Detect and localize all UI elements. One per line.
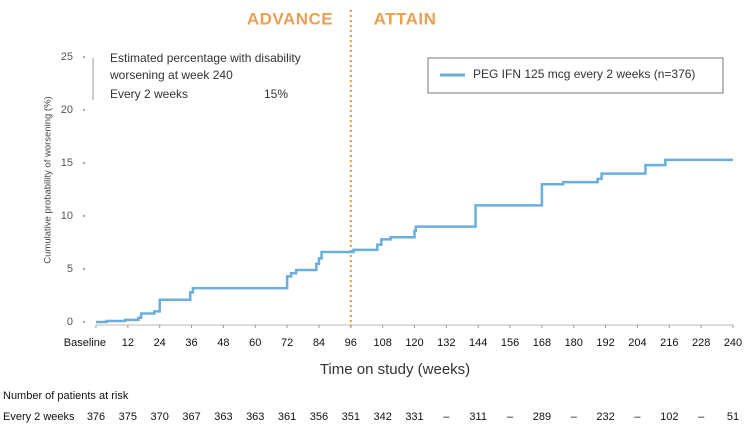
x-tick-label: 192	[596, 337, 614, 349]
risk-value: 363	[246, 411, 264, 423]
y-tick-label: 15	[61, 157, 73, 169]
x-tick-label: 228	[692, 337, 710, 349]
x-axis-label: Time on study (weeks)	[320, 361, 470, 378]
risk-value: 351	[342, 411, 360, 423]
risk-value: 363	[214, 411, 232, 423]
risk-value: 356	[310, 411, 328, 423]
x-tick-label: 216	[660, 337, 678, 349]
y-tick-label: 5	[67, 263, 73, 275]
x-tick-label: 72	[281, 337, 293, 349]
risk-value: –	[443, 411, 450, 423]
x-tick-label: 12	[122, 337, 134, 349]
risk-value: 102	[660, 411, 678, 423]
x-tick-label: 60	[249, 337, 261, 349]
x-tick-label: 144	[469, 337, 487, 349]
risk-value: 232	[596, 411, 614, 423]
risk-value: 311	[469, 411, 487, 423]
y-tick-mark	[82, 108, 86, 112]
legend-label: PEG IFN 125 mcg every 2 weeks (n=376)	[473, 67, 695, 81]
y-tick-label: 10	[61, 210, 73, 222]
y-tick-label: 20	[61, 104, 73, 116]
y-tick-label: 25	[61, 51, 73, 63]
y-tick-mark	[82, 55, 86, 59]
risk-table-title: Number of patients at risk	[3, 390, 129, 402]
phase-label: ATTAIN	[374, 9, 437, 28]
x-tick-label: 120	[405, 337, 423, 349]
x-tick-label: 132	[437, 337, 455, 349]
annotation-text: Estimated percentage with disability	[110, 51, 301, 65]
risk-value: 331	[405, 411, 423, 423]
x-tick-label: 204	[628, 337, 646, 349]
risk-row-label: Every 2 weeks	[3, 411, 75, 423]
x-tick-label: 24	[154, 337, 166, 349]
annotation-text: worsening at week 240	[109, 68, 233, 82]
risk-value: –	[507, 411, 514, 423]
x-tick-label: 96	[345, 337, 357, 349]
x-tick-label: 84	[313, 337, 325, 349]
x-tick-label: Baseline	[64, 337, 106, 349]
risk-value: 51	[727, 411, 739, 423]
risk-value: 375	[119, 411, 137, 423]
risk-value: 376	[87, 411, 105, 423]
x-tick-label: 180	[565, 337, 583, 349]
y-tick-mark	[82, 267, 86, 271]
annotation-value: 15%	[264, 87, 288, 101]
y-tick-mark	[82, 214, 86, 218]
risk-value: 289	[533, 411, 551, 423]
x-tick-label: 240	[724, 337, 742, 349]
x-tick-label: 156	[501, 337, 519, 349]
risk-value: –	[698, 411, 705, 423]
legend-box	[427, 57, 724, 94]
y-axis-label: Cumulative probability of worsening (%)	[43, 96, 54, 263]
phase-label: ADVANCE	[247, 9, 333, 28]
x-tick-label: 168	[533, 337, 551, 349]
x-tick-label: 48	[217, 337, 229, 349]
risk-value: 361	[278, 411, 296, 423]
annotation-label: Every 2 weeks	[110, 87, 188, 101]
risk-value: –	[634, 411, 641, 423]
step-line	[96, 158, 733, 324]
risk-value: 342	[373, 411, 391, 423]
y-tick-mark	[82, 161, 86, 165]
risk-value: 367	[182, 411, 200, 423]
x-tick-label: 36	[185, 337, 197, 349]
risk-value: 370	[151, 411, 169, 423]
x-tick-label: 108	[373, 337, 391, 349]
y-tick-mark	[82, 320, 86, 324]
y-tick-label: 0	[67, 316, 73, 328]
risk-value: –	[571, 411, 578, 423]
